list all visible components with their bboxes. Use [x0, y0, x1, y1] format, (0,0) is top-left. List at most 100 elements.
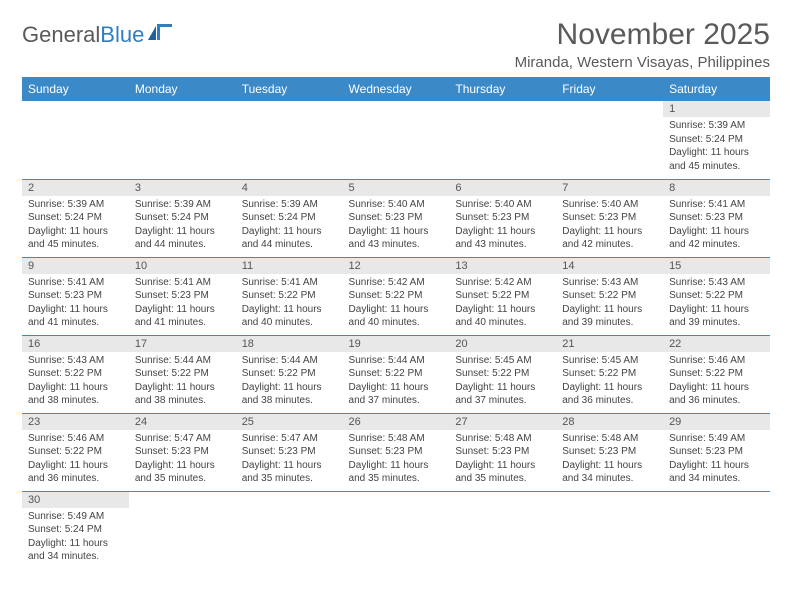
calendar-day-cell: 19Sunrise: 5:44 AMSunset: 5:22 PMDayligh…	[343, 335, 450, 413]
day-number: 21	[556, 336, 663, 352]
calendar-day-cell: 2Sunrise: 5:39 AMSunset: 5:24 PMDaylight…	[22, 179, 129, 257]
day-details: Sunrise: 5:49 AMSunset: 5:23 PMDaylight:…	[663, 430, 770, 490]
calendar-week-row: 1Sunrise: 5:39 AMSunset: 5:24 PMDaylight…	[22, 101, 770, 179]
calendar-day-cell	[449, 491, 556, 569]
day-number: 13	[449, 258, 556, 274]
calendar-day-cell	[449, 101, 556, 179]
calendar-day-cell: 1Sunrise: 5:39 AMSunset: 5:24 PMDaylight…	[663, 101, 770, 179]
calendar-day-cell: 6Sunrise: 5:40 AMSunset: 5:23 PMDaylight…	[449, 179, 556, 257]
brand-name-2: Blue	[100, 22, 144, 48]
day-number: 2	[22, 180, 129, 196]
day-details: Sunrise: 5:41 AMSunset: 5:23 PMDaylight:…	[129, 274, 236, 334]
calendar-day-cell: 27Sunrise: 5:48 AMSunset: 5:23 PMDayligh…	[449, 413, 556, 491]
day-details: Sunrise: 5:41 AMSunset: 5:22 PMDaylight:…	[236, 274, 343, 334]
day-number: 23	[22, 414, 129, 430]
weekday-header: Wednesday	[343, 77, 450, 101]
day-number: 14	[556, 258, 663, 274]
title-block: November 2025 Miranda, Western Visayas, …	[515, 18, 770, 71]
day-number: 18	[236, 336, 343, 352]
day-details: Sunrise: 5:41 AMSunset: 5:23 PMDaylight:…	[22, 274, 129, 334]
calendar-day-cell: 15Sunrise: 5:43 AMSunset: 5:22 PMDayligh…	[663, 257, 770, 335]
calendar-day-cell: 26Sunrise: 5:48 AMSunset: 5:23 PMDayligh…	[343, 413, 450, 491]
day-number: 4	[236, 180, 343, 196]
day-details: Sunrise: 5:39 AMSunset: 5:24 PMDaylight:…	[236, 196, 343, 256]
day-number: 16	[22, 336, 129, 352]
calendar-week-row: 16Sunrise: 5:43 AMSunset: 5:22 PMDayligh…	[22, 335, 770, 413]
day-details: Sunrise: 5:41 AMSunset: 5:23 PMDaylight:…	[663, 196, 770, 256]
day-number: 28	[556, 414, 663, 430]
calendar-day-cell: 29Sunrise: 5:49 AMSunset: 5:23 PMDayligh…	[663, 413, 770, 491]
calendar-day-cell	[556, 491, 663, 569]
day-details: Sunrise: 5:40 AMSunset: 5:23 PMDaylight:…	[449, 196, 556, 256]
day-number: 6	[449, 180, 556, 196]
calendar-day-cell	[663, 491, 770, 569]
calendar-day-cell: 25Sunrise: 5:47 AMSunset: 5:23 PMDayligh…	[236, 413, 343, 491]
day-details: Sunrise: 5:40 AMSunset: 5:23 PMDaylight:…	[556, 196, 663, 256]
day-number: 1	[663, 101, 770, 117]
calendar-day-cell: 18Sunrise: 5:44 AMSunset: 5:22 PMDayligh…	[236, 335, 343, 413]
day-number: 20	[449, 336, 556, 352]
calendar-day-cell	[236, 491, 343, 569]
calendar-week-row: 9Sunrise: 5:41 AMSunset: 5:23 PMDaylight…	[22, 257, 770, 335]
day-number: 29	[663, 414, 770, 430]
month-title: November 2025	[515, 18, 770, 52]
calendar-table: Sunday Monday Tuesday Wednesday Thursday…	[22, 77, 770, 569]
day-details: Sunrise: 5:45 AMSunset: 5:22 PMDaylight:…	[449, 352, 556, 412]
calendar-day-cell	[22, 101, 129, 179]
day-number: 17	[129, 336, 236, 352]
day-details: Sunrise: 5:44 AMSunset: 5:22 PMDaylight:…	[343, 352, 450, 412]
day-number: 7	[556, 180, 663, 196]
calendar-day-cell: 22Sunrise: 5:46 AMSunset: 5:22 PMDayligh…	[663, 335, 770, 413]
calendar-day-cell: 8Sunrise: 5:41 AMSunset: 5:23 PMDaylight…	[663, 179, 770, 257]
calendar-day-cell: 24Sunrise: 5:47 AMSunset: 5:23 PMDayligh…	[129, 413, 236, 491]
calendar-day-cell: 20Sunrise: 5:45 AMSunset: 5:22 PMDayligh…	[449, 335, 556, 413]
flag-icon	[148, 22, 174, 48]
day-number: 8	[663, 180, 770, 196]
calendar-day-cell	[343, 101, 450, 179]
weekday-header: Tuesday	[236, 77, 343, 101]
day-details: Sunrise: 5:46 AMSunset: 5:22 PMDaylight:…	[22, 430, 129, 490]
day-details: Sunrise: 5:39 AMSunset: 5:24 PMDaylight:…	[22, 196, 129, 256]
calendar-day-cell: 9Sunrise: 5:41 AMSunset: 5:23 PMDaylight…	[22, 257, 129, 335]
calendar-day-cell: 17Sunrise: 5:44 AMSunset: 5:22 PMDayligh…	[129, 335, 236, 413]
calendar-day-cell: 12Sunrise: 5:42 AMSunset: 5:22 PMDayligh…	[343, 257, 450, 335]
calendar-body: 1Sunrise: 5:39 AMSunset: 5:24 PMDaylight…	[22, 101, 770, 569]
day-details: Sunrise: 5:47 AMSunset: 5:23 PMDaylight:…	[236, 430, 343, 490]
day-number: 12	[343, 258, 450, 274]
header: GeneralBlue November 2025 Miranda, Weste…	[22, 18, 770, 71]
calendar-day-cell	[343, 491, 450, 569]
day-details: Sunrise: 5:46 AMSunset: 5:22 PMDaylight:…	[663, 352, 770, 412]
day-details: Sunrise: 5:39 AMSunset: 5:24 PMDaylight:…	[663, 117, 770, 177]
day-number: 27	[449, 414, 556, 430]
day-number: 25	[236, 414, 343, 430]
weekday-header: Thursday	[449, 77, 556, 101]
calendar-day-cell: 13Sunrise: 5:42 AMSunset: 5:22 PMDayligh…	[449, 257, 556, 335]
calendar-week-row: 30Sunrise: 5:49 AMSunset: 5:24 PMDayligh…	[22, 491, 770, 569]
calendar-day-cell: 16Sunrise: 5:43 AMSunset: 5:22 PMDayligh…	[22, 335, 129, 413]
day-number: 9	[22, 258, 129, 274]
day-details: Sunrise: 5:44 AMSunset: 5:22 PMDaylight:…	[129, 352, 236, 412]
day-number: 10	[129, 258, 236, 274]
weekday-header: Sunday	[22, 77, 129, 101]
day-details: Sunrise: 5:43 AMSunset: 5:22 PMDaylight:…	[556, 274, 663, 334]
day-number: 5	[343, 180, 450, 196]
weekday-header: Friday	[556, 77, 663, 101]
day-details: Sunrise: 5:44 AMSunset: 5:22 PMDaylight:…	[236, 352, 343, 412]
calendar-day-cell	[129, 491, 236, 569]
calendar-day-cell: 7Sunrise: 5:40 AMSunset: 5:23 PMDaylight…	[556, 179, 663, 257]
day-number: 19	[343, 336, 450, 352]
calendar-day-cell: 28Sunrise: 5:48 AMSunset: 5:23 PMDayligh…	[556, 413, 663, 491]
day-number: 22	[663, 336, 770, 352]
day-details: Sunrise: 5:45 AMSunset: 5:22 PMDaylight:…	[556, 352, 663, 412]
calendar-day-cell: 11Sunrise: 5:41 AMSunset: 5:22 PMDayligh…	[236, 257, 343, 335]
day-details: Sunrise: 5:49 AMSunset: 5:24 PMDaylight:…	[22, 508, 129, 568]
day-details: Sunrise: 5:40 AMSunset: 5:23 PMDaylight:…	[343, 196, 450, 256]
day-details: Sunrise: 5:39 AMSunset: 5:24 PMDaylight:…	[129, 196, 236, 256]
calendar-week-row: 2Sunrise: 5:39 AMSunset: 5:24 PMDaylight…	[22, 179, 770, 257]
calendar-day-cell: 21Sunrise: 5:45 AMSunset: 5:22 PMDayligh…	[556, 335, 663, 413]
calendar-day-cell	[556, 101, 663, 179]
calendar-day-cell: 30Sunrise: 5:49 AMSunset: 5:24 PMDayligh…	[22, 491, 129, 569]
weekday-header-row: Sunday Monday Tuesday Wednesday Thursday…	[22, 77, 770, 101]
day-number: 3	[129, 180, 236, 196]
calendar-day-cell: 5Sunrise: 5:40 AMSunset: 5:23 PMDaylight…	[343, 179, 450, 257]
